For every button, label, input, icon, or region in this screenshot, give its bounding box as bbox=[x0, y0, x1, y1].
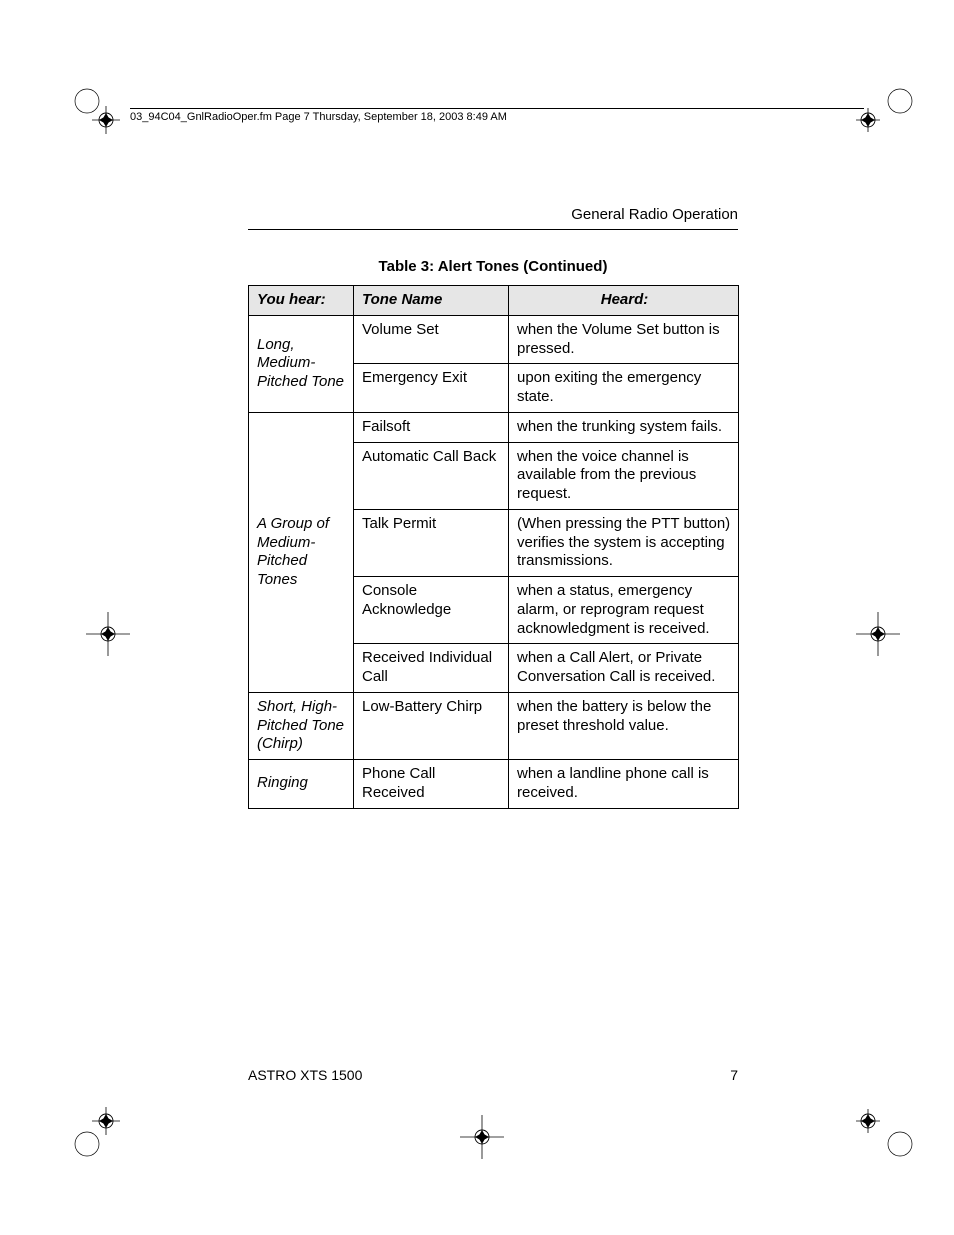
tone-heard: when the trunking system fails. bbox=[509, 412, 739, 442]
tone-name: Failsoft bbox=[354, 412, 509, 442]
alert-tones-table: You hear: Tone Name Heard: Long, Medium-… bbox=[248, 285, 739, 809]
tone-heard: upon exiting the emergency state. bbox=[509, 364, 739, 413]
section-rule bbox=[248, 229, 738, 230]
col-tone-name: Tone Name bbox=[354, 286, 509, 316]
tone-name: Low-Battery Chirp bbox=[354, 692, 509, 759]
group-label: Ringing bbox=[249, 760, 354, 809]
tone-heard: when the battery is below the preset thr… bbox=[509, 692, 739, 759]
crop-frame-top: 03_94C04_GnlRadioOper.fm Page 7 Thursday… bbox=[130, 108, 864, 123]
tone-heard: when the voice channel is available from… bbox=[509, 442, 739, 509]
reg-mark-icon bbox=[856, 1101, 914, 1159]
col-heard: Heard: bbox=[509, 286, 739, 316]
table-caption: Table 3: Alert Tones (Continued) bbox=[248, 258, 738, 275]
running-header: 03_94C04_GnlRadioOper.fm Page 7 Thursday… bbox=[130, 111, 507, 123]
col-you-hear: You hear: bbox=[249, 286, 354, 316]
reg-mark-icon bbox=[460, 1115, 504, 1159]
tone-name: Console Acknowledge bbox=[354, 577, 509, 644]
tone-heard: when the Volume Set button is pressed. bbox=[509, 315, 739, 364]
group-label: Long, Medium-Pitched Tone bbox=[249, 315, 354, 412]
tone-name: Volume Set bbox=[354, 315, 509, 364]
reg-mark-icon bbox=[72, 86, 130, 144]
tone-heard: when a landline phone call is received. bbox=[509, 760, 739, 809]
reg-mark-icon bbox=[86, 612, 130, 656]
footer-page-number: 7 bbox=[730, 1067, 738, 1083]
tone-name: Phone Call Received bbox=[354, 760, 509, 809]
tone-name: Received Individual Call bbox=[354, 644, 509, 693]
tone-heard: when a Call Alert, or Private Conversati… bbox=[509, 644, 739, 693]
tone-name: Emergency Exit bbox=[354, 364, 509, 413]
group-label: Short, High-Pitched Tone (Chirp) bbox=[249, 692, 354, 759]
reg-mark-icon bbox=[856, 612, 900, 656]
reg-mark-icon bbox=[72, 1101, 130, 1159]
group-label: A Group of Medium-Pitched Tones bbox=[249, 412, 354, 692]
tone-name: Talk Permit bbox=[354, 509, 509, 576]
footer-product: ASTRO XTS 1500 bbox=[248, 1067, 362, 1083]
tone-heard: (When pressing the PTT button) verifies … bbox=[509, 509, 739, 576]
reg-mark-icon bbox=[856, 86, 914, 144]
section-title: General Radio Operation bbox=[248, 206, 738, 223]
tone-heard: when a status, emergency alarm, or repro… bbox=[509, 577, 739, 644]
tone-name: Automatic Call Back bbox=[354, 442, 509, 509]
